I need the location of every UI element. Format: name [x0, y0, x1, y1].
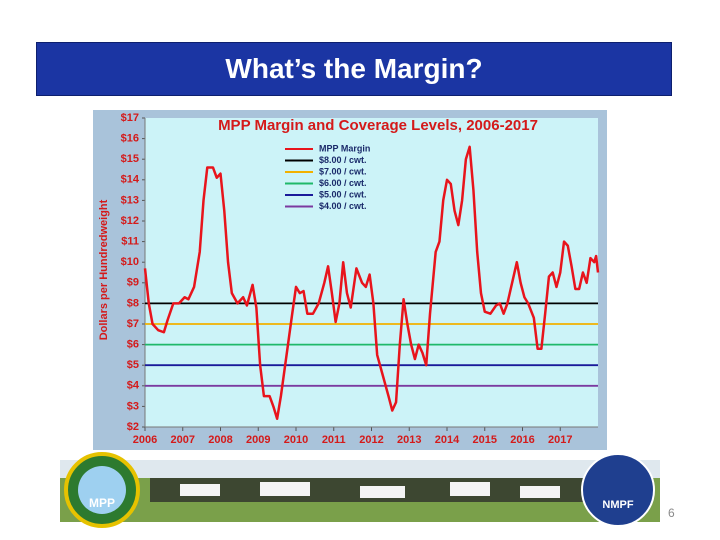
x-tick-label: 2014	[435, 434, 460, 446]
legend-label: $5.00 / cwt.	[319, 189, 367, 199]
plot-area	[145, 118, 598, 427]
logo-text: NMPF	[602, 499, 633, 511]
x-tick-label: 2009	[246, 434, 270, 446]
y-tick-label: $10	[121, 256, 139, 268]
y-tick-label: $16	[121, 133, 139, 145]
y-tick-label: $9	[127, 277, 139, 289]
legend-label: MPP Margin	[319, 143, 370, 153]
chart-frame	[93, 110, 607, 450]
legend-label: $4.00 / cwt.	[319, 201, 367, 211]
series-line	[143, 145, 600, 421]
y-tick-label: $14	[121, 174, 140, 186]
y-tick-label: $6	[127, 339, 139, 351]
chart-title: MPP Margin and Coverage Levels, 2006-201…	[218, 117, 538, 134]
slide-title: What’s the Margin?	[36, 42, 672, 96]
legend-label: $8.00 / cwt.	[319, 155, 367, 165]
page-number: 6	[668, 506, 675, 520]
y-tick-label: $12	[121, 215, 139, 227]
y-tick-label: $15	[121, 153, 139, 165]
y-tick-label: $13	[121, 194, 139, 206]
y-tick-label: $3	[127, 400, 139, 412]
x-tick-label: 2017	[548, 434, 572, 446]
y-tick-label: $8	[127, 297, 139, 309]
y-axis-label: Dollars per Hundredweight	[98, 199, 110, 340]
y-tick-label: $7	[127, 318, 139, 330]
y-tick-label: $11	[121, 236, 139, 248]
x-tick-label: 2007	[171, 434, 195, 446]
y-tick-label: $5	[127, 359, 139, 371]
logo-text: MPP	[89, 496, 115, 510]
x-tick-label: 2010	[284, 434, 308, 446]
legend-label: $6.00 / cwt.	[319, 178, 367, 188]
x-tick-label: 2008	[208, 434, 232, 446]
x-tick-label: 2016	[510, 434, 534, 446]
x-tick-label: 2011	[322, 434, 346, 446]
banner	[60, 452, 660, 528]
x-tick-label: 2012	[359, 434, 383, 446]
x-tick-label: 2006	[133, 434, 157, 446]
legend-label: $7.00 / cwt.	[319, 166, 367, 176]
y-tick-label: $2	[127, 421, 139, 433]
y-tick-label: $4	[127, 380, 140, 392]
x-tick-label: 2013	[397, 434, 421, 446]
y-tick-label: $17	[121, 112, 139, 124]
x-tick-label: 2015	[473, 434, 497, 446]
